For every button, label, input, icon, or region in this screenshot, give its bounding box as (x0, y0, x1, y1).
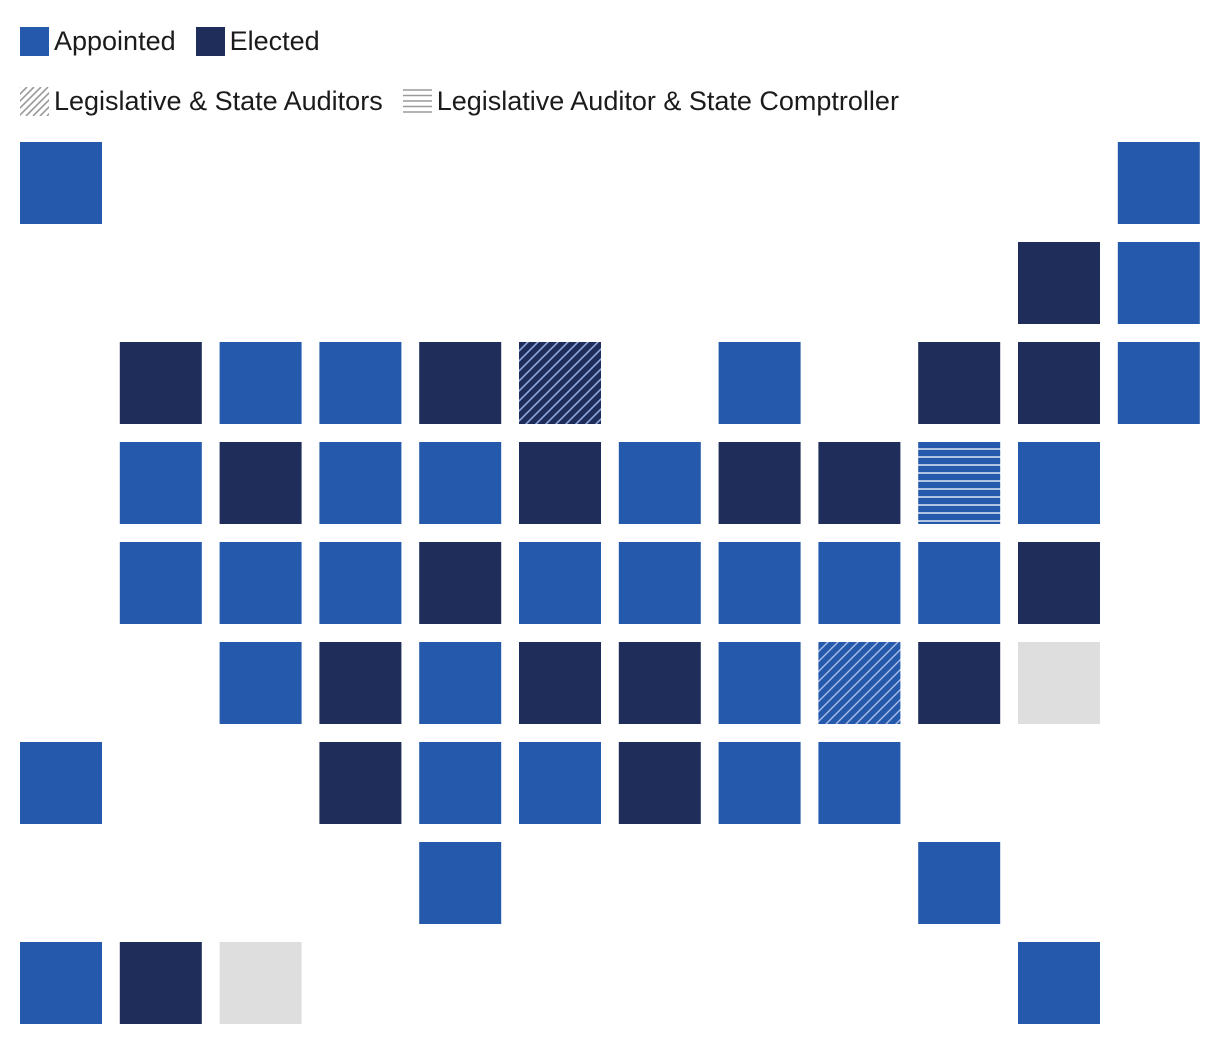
state-tile-elected (219, 442, 302, 524)
state-tile-appointed (319, 442, 402, 524)
state-tile-appointed (219, 342, 302, 424)
state-tile-appointed (718, 642, 801, 724)
state-tile-elected (419, 542, 502, 624)
state-tile-elected (618, 742, 701, 824)
state-tile-appointed (419, 842, 502, 924)
state-tile-appointed (718, 742, 801, 824)
state-tile-elected (519, 442, 601, 524)
state-tile-appointed (718, 342, 801, 424)
state-tile-elected (918, 342, 1001, 424)
state-tile-elected (419, 342, 502, 424)
legend-label-elected: Elected (229, 26, 320, 56)
state-tile-appointed (618, 542, 701, 624)
state-tile-appointed (818, 742, 901, 824)
state-tile-legislative-state-auditors (818, 642, 901, 724)
legend-row-governance: Appointed Elected (20, 26, 340, 56)
appointed-swatch (20, 26, 49, 56)
state-tile-elected (818, 442, 901, 524)
state-tile-elected (918, 642, 1001, 724)
legend-item-legislative-state-auditors: Legislative & State Auditors (20, 86, 383, 116)
state-tile-appointed (20, 742, 102, 824)
state-tile-appointed (419, 642, 502, 724)
state-tile-appointed (119, 542, 202, 624)
state-tile-none (1018, 642, 1100, 724)
state-tile-appointed (818, 542, 901, 624)
state-tile-appointed (1117, 342, 1200, 424)
state-tile-elected (1018, 342, 1100, 424)
state-tile-appointed (219, 642, 302, 724)
state-tile-appointed (419, 442, 502, 524)
state-tile-appointed (918, 842, 1001, 924)
state-tile-appointed (119, 442, 202, 524)
legend-row-patterns: Legislative & State Auditors Legislative… (20, 86, 919, 116)
state-tile-appointed (1018, 442, 1100, 524)
state-tile-elected (1018, 242, 1100, 324)
state-tile-appointed (20, 142, 102, 224)
state-tile-none (219, 942, 302, 1024)
state-tile-elected (519, 642, 601, 724)
tiles-layer (20, 142, 1200, 1024)
legend-label-appointed: Appointed (54, 26, 176, 56)
state-tile-appointed (519, 542, 601, 624)
state-tile-appointed (718, 542, 801, 624)
legend-label-legislative-state-auditors: Legislative & State Auditors (54, 86, 383, 116)
state-tile-elected (618, 642, 701, 724)
elected-swatch (195, 26, 225, 56)
legend-label-legislative-auditor-comptroller: Legislative Auditor & State Comptroller (436, 86, 899, 116)
state-tile-appointed (319, 342, 402, 424)
horizontal-stripe-swatch (402, 88, 432, 113)
state-tile-appointed (319, 542, 402, 624)
state-tile-legislative-auditor-comptroller (918, 442, 1001, 524)
state-tile-elected (718, 442, 801, 524)
state-tile-legislative-state-auditors (519, 342, 601, 424)
legend-item-legislative-auditor-comptroller: Legislative Auditor & State Comptroller (402, 86, 899, 116)
state-tile-appointed (419, 742, 502, 824)
state-tile-appointed (1018, 942, 1100, 1024)
legend-item-elected: Elected (195, 26, 320, 56)
state-tile-appointed (519, 742, 601, 824)
state-tile-appointed (1117, 142, 1200, 224)
state-tile-elected (319, 642, 402, 724)
state-tile-appointed (20, 942, 102, 1024)
state-tile-appointed (618, 442, 701, 524)
state-tile-elected (119, 942, 202, 1024)
state-tile-appointed (918, 542, 1001, 624)
state-tile-elected (319, 742, 402, 824)
state-tile-elected (1018, 542, 1100, 624)
legend-item-appointed: Appointed (20, 26, 176, 56)
state-tile-elected (119, 342, 202, 424)
state-tile-appointed (219, 542, 302, 624)
diagonal-hatch-swatch (20, 86, 49, 116)
state-tile-appointed (1117, 242, 1200, 324)
